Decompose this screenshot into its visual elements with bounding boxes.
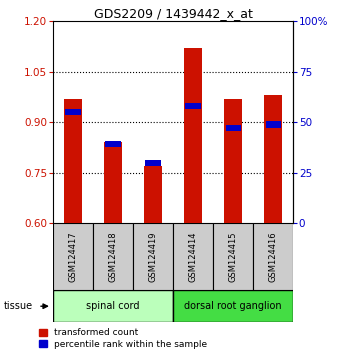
Text: dorsal root ganglion: dorsal root ganglion — [184, 301, 282, 311]
Bar — [224, 98, 242, 223]
Text: GSM124414: GSM124414 — [189, 232, 197, 282]
Bar — [145, 160, 161, 166]
Text: GSM124416: GSM124416 — [269, 231, 278, 282]
Bar — [65, 109, 80, 115]
Bar — [213, 223, 253, 290]
Title: GDS2209 / 1439442_x_at: GDS2209 / 1439442_x_at — [94, 7, 252, 20]
Text: GSM124419: GSM124419 — [149, 232, 158, 282]
Text: GSM124417: GSM124417 — [69, 231, 77, 282]
Bar — [53, 290, 173, 322]
Bar — [264, 95, 282, 223]
Bar — [253, 223, 293, 290]
Bar — [64, 98, 82, 223]
Bar — [144, 166, 162, 223]
Bar — [225, 125, 241, 131]
Text: spinal cord: spinal cord — [86, 301, 140, 311]
Bar — [53, 223, 93, 290]
Bar — [133, 223, 173, 290]
Text: GSM124418: GSM124418 — [108, 231, 117, 282]
Text: tissue: tissue — [3, 301, 32, 311]
Bar — [266, 121, 281, 127]
Bar — [184, 48, 202, 223]
Bar — [93, 223, 133, 290]
Bar — [104, 142, 122, 223]
Bar — [186, 103, 201, 109]
Bar — [105, 141, 121, 147]
Text: GSM124415: GSM124415 — [229, 232, 238, 282]
Bar — [173, 223, 213, 290]
Legend: transformed count, percentile rank within the sample: transformed count, percentile rank withi… — [38, 327, 209, 350]
Bar — [173, 290, 293, 322]
